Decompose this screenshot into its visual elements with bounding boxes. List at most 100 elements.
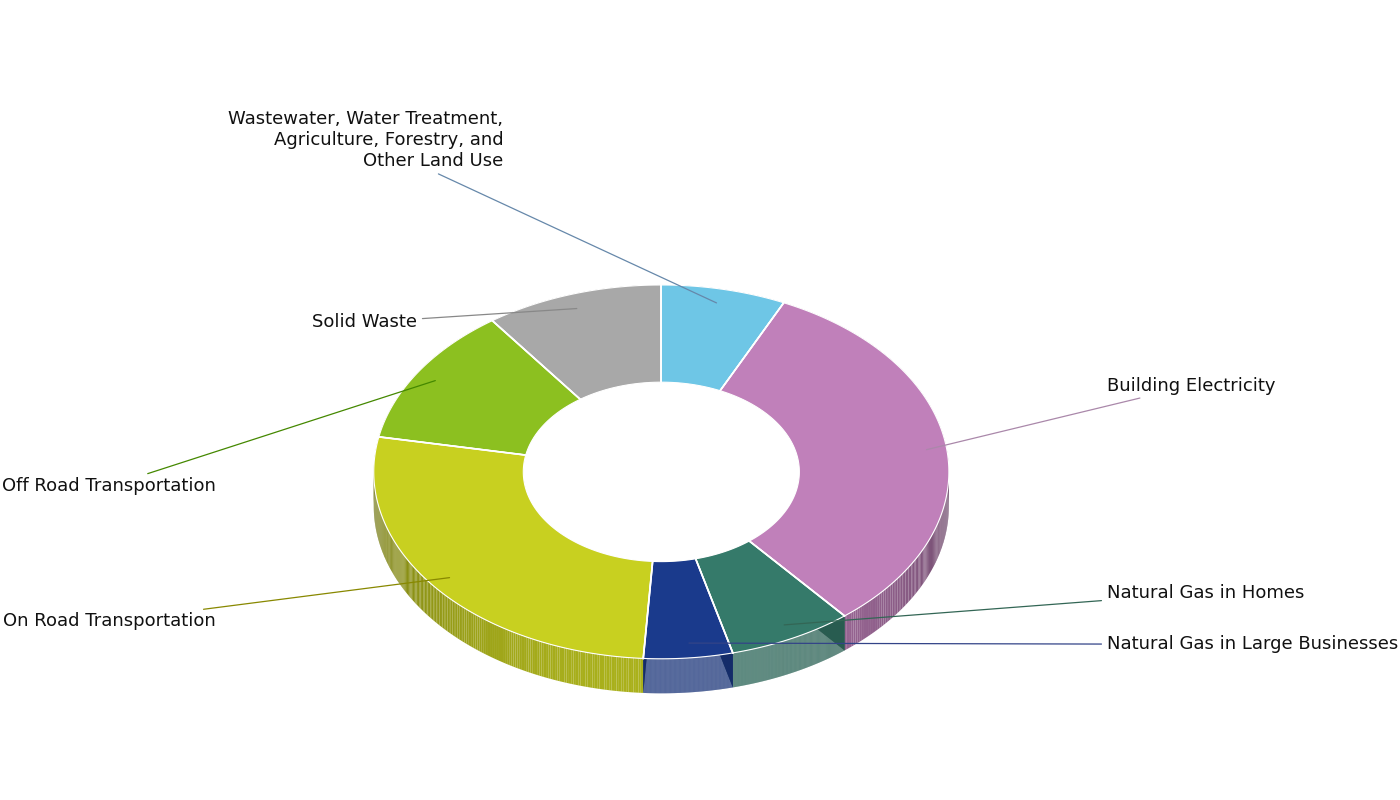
Polygon shape <box>911 380 913 416</box>
Text: Solid Waste: Solid Waste <box>312 309 577 331</box>
Polygon shape <box>599 654 602 690</box>
Polygon shape <box>472 613 473 648</box>
Polygon shape <box>571 650 574 684</box>
Polygon shape <box>374 437 652 658</box>
Polygon shape <box>538 641 539 676</box>
Polygon shape <box>449 598 451 634</box>
Polygon shape <box>847 614 848 649</box>
Polygon shape <box>435 587 437 623</box>
Polygon shape <box>427 581 428 617</box>
Polygon shape <box>888 586 889 622</box>
Polygon shape <box>904 372 906 408</box>
Polygon shape <box>855 609 858 644</box>
Polygon shape <box>638 658 641 693</box>
Polygon shape <box>542 642 543 677</box>
Polygon shape <box>522 635 524 670</box>
Polygon shape <box>507 630 510 665</box>
Polygon shape <box>881 350 882 386</box>
Polygon shape <box>815 314 816 349</box>
Polygon shape <box>643 562 652 693</box>
Polygon shape <box>493 285 661 399</box>
Polygon shape <box>883 589 885 625</box>
Polygon shape <box>605 655 606 690</box>
Polygon shape <box>903 572 904 608</box>
Polygon shape <box>787 303 790 339</box>
Polygon shape <box>848 612 851 648</box>
Polygon shape <box>720 302 949 616</box>
Polygon shape <box>805 310 806 346</box>
Polygon shape <box>643 558 732 658</box>
Polygon shape <box>904 570 906 606</box>
Polygon shape <box>844 328 847 364</box>
Polygon shape <box>840 326 843 362</box>
Polygon shape <box>844 614 847 650</box>
Polygon shape <box>839 325 840 360</box>
Polygon shape <box>444 594 445 630</box>
Polygon shape <box>479 617 482 652</box>
Polygon shape <box>696 558 732 687</box>
Polygon shape <box>535 640 538 675</box>
Polygon shape <box>910 378 911 414</box>
Polygon shape <box>489 622 491 657</box>
Polygon shape <box>454 602 456 637</box>
Polygon shape <box>860 606 862 642</box>
Polygon shape <box>872 598 874 634</box>
Polygon shape <box>568 649 571 684</box>
Polygon shape <box>633 658 636 693</box>
Polygon shape <box>899 575 900 611</box>
Polygon shape <box>564 648 567 683</box>
Polygon shape <box>909 566 910 602</box>
Polygon shape <box>696 558 732 687</box>
Polygon shape <box>868 601 869 636</box>
Polygon shape <box>858 335 860 371</box>
Polygon shape <box>498 626 501 662</box>
Polygon shape <box>557 646 560 682</box>
Polygon shape <box>531 638 533 674</box>
Polygon shape <box>434 586 435 622</box>
Polygon shape <box>851 332 854 367</box>
Polygon shape <box>624 657 626 692</box>
Text: On Road Transportation: On Road Transportation <box>3 578 449 630</box>
Polygon shape <box>491 622 493 658</box>
Polygon shape <box>581 651 582 686</box>
Polygon shape <box>629 658 631 692</box>
Polygon shape <box>867 341 868 377</box>
Polygon shape <box>661 285 784 390</box>
Polygon shape <box>379 437 526 490</box>
Polygon shape <box>482 618 483 653</box>
Polygon shape <box>855 334 858 370</box>
Polygon shape <box>907 567 909 603</box>
Polygon shape <box>889 358 890 394</box>
Polygon shape <box>809 312 812 347</box>
Polygon shape <box>592 654 595 688</box>
Polygon shape <box>456 602 458 638</box>
Polygon shape <box>790 305 791 340</box>
Polygon shape <box>892 582 895 618</box>
Polygon shape <box>458 604 459 639</box>
Polygon shape <box>720 302 784 426</box>
Polygon shape <box>515 633 518 668</box>
Polygon shape <box>896 578 897 614</box>
Polygon shape <box>883 354 886 390</box>
Polygon shape <box>473 614 476 649</box>
Polygon shape <box>836 323 839 359</box>
Polygon shape <box>575 650 578 686</box>
Polygon shape <box>595 654 598 689</box>
Polygon shape <box>878 594 879 630</box>
Polygon shape <box>561 647 564 682</box>
Polygon shape <box>826 319 829 354</box>
Polygon shape <box>791 306 794 341</box>
Polygon shape <box>862 338 864 374</box>
Polygon shape <box>854 333 855 369</box>
Polygon shape <box>882 352 883 388</box>
Polygon shape <box>524 382 799 562</box>
Polygon shape <box>850 330 851 366</box>
Polygon shape <box>486 619 487 655</box>
Polygon shape <box>461 606 463 642</box>
Polygon shape <box>539 641 542 676</box>
Polygon shape <box>379 437 526 490</box>
Polygon shape <box>503 628 505 663</box>
Polygon shape <box>896 364 897 400</box>
Polygon shape <box>847 330 850 365</box>
Polygon shape <box>897 577 899 613</box>
